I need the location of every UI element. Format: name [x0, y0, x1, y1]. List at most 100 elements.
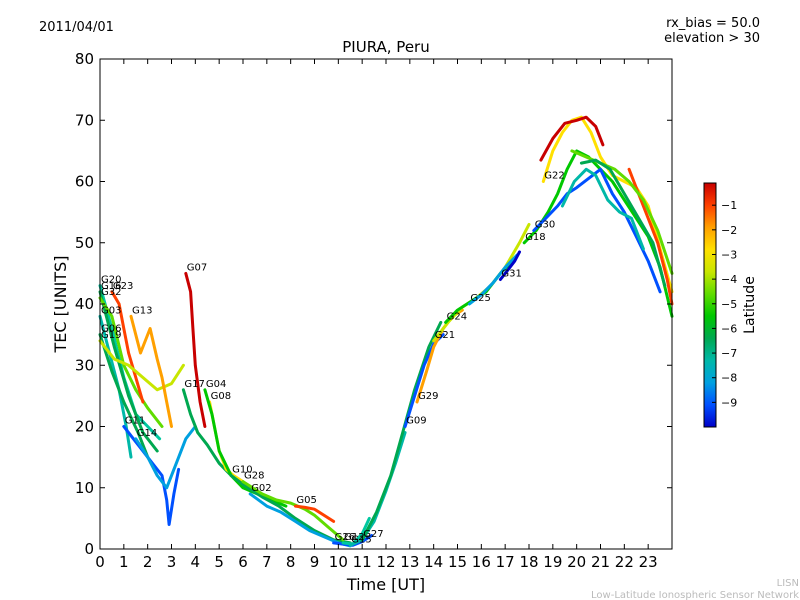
series-line	[184, 271, 207, 428]
series-label: G06	[101, 324, 121, 335]
series-label: G30	[535, 220, 555, 231]
date-label: 2011/04/01	[39, 20, 114, 35]
series-label: G32	[101, 287, 121, 298]
series-line	[98, 333, 150, 459]
colorbar-tick-label: −4	[721, 273, 737, 286]
series-line	[293, 504, 336, 523]
series-line	[432, 222, 531, 343]
colorbar-tick-label: −1	[721, 199, 737, 212]
x-tick-label: 6	[238, 553, 248, 571]
series-line	[498, 250, 521, 281]
x-axis: 0 1 2 3 4 5 6 7 8 9 10 11 12 13 14 15 16 17 18 19 20 21 22 23	[95, 59, 658, 571]
colorbar-label: Latitude	[742, 276, 758, 334]
x-tick-label: 21	[591, 553, 610, 571]
y-tick-label: 60	[75, 173, 94, 191]
series-line	[560, 167, 645, 251]
y-axis-label: TEC [UNITS]	[51, 256, 70, 354]
series-label: G27	[363, 529, 383, 540]
series-line	[541, 115, 674, 294]
colorbar: −1 −2 −3 −4 −5 −6 −7 −8 −9 Latitude	[703, 182, 758, 428]
series-label: G28	[244, 471, 264, 482]
series-line	[129, 314, 173, 428]
series-label: G25	[470, 293, 490, 304]
rx-bias-label: rx_bias = 50.0	[666, 16, 760, 31]
series-label: G09	[406, 416, 426, 427]
series-label: G17	[184, 379, 204, 390]
series-line	[122, 425, 181, 526]
series-label: G11	[125, 416, 145, 427]
y-tick-label: 50	[75, 234, 94, 252]
series-label: G04	[206, 379, 226, 390]
x-tick-label: 22	[615, 553, 634, 571]
y-tick-label: 70	[75, 111, 94, 129]
series-label: G31	[501, 269, 521, 280]
series-line	[579, 158, 667, 288]
x-axis-label: Time [UT]	[346, 575, 425, 594]
x-tick-label: 13	[400, 553, 419, 571]
series-line	[467, 253, 519, 306]
series-label: G19	[101, 330, 121, 341]
y-axis: 0 10 20 30 40 50 60 70 80	[75, 50, 672, 558]
series-label: G22	[544, 171, 564, 182]
x-tick-label: 2	[143, 553, 153, 571]
colorbar-ticks: −1 −2 −3 −4 −5 −6 −7 −8 −9	[712, 199, 737, 409]
colorbar-tick-label: −6	[721, 322, 737, 335]
series-label: G26	[335, 532, 355, 543]
series-label: G23	[113, 281, 133, 292]
series-label: G20	[101, 275, 121, 286]
x-tick-label: 9	[310, 553, 320, 571]
series-line	[98, 339, 185, 392]
series-line	[203, 388, 288, 508]
series-line	[532, 167, 662, 294]
x-tick-label: 5	[214, 553, 224, 571]
series-label: G29	[418, 391, 438, 402]
x-tick-label: 18	[519, 553, 538, 571]
series-label: G08	[211, 391, 231, 402]
colorbar-tick-label: −7	[721, 347, 737, 360]
series-label: G18	[525, 232, 545, 243]
elevation-label: elevation > 30	[664, 31, 760, 46]
colorbar-tick-label: −3	[721, 248, 737, 261]
series-line	[134, 425, 197, 490]
series-label-layer: G20G16G32G23G03G06G19G13G11G14G07G17G08G…	[101, 171, 565, 546]
series-label: G13	[132, 305, 152, 316]
x-tick-label: 20	[567, 553, 586, 571]
x-tick-label: 1	[119, 553, 129, 571]
y-tick-label: 80	[75, 50, 94, 68]
series-label: G05	[296, 495, 316, 506]
x-tick-label: 11	[353, 553, 372, 571]
series-line	[98, 290, 159, 453]
x-tick-label: 7	[262, 553, 272, 571]
footer-lisn: LISN	[777, 578, 799, 589]
series-line	[181, 388, 233, 477]
x-tick-label: 16	[472, 553, 491, 571]
series-label: G12	[344, 532, 364, 543]
colorbar-tick-label: −8	[721, 372, 737, 385]
y-tick-label: 40	[75, 295, 94, 313]
y-tick-label: 10	[75, 479, 94, 497]
series-line	[341, 516, 371, 546]
series-label: G03	[101, 305, 121, 316]
series-label: G02	[251, 483, 271, 494]
series-label: G15	[351, 534, 371, 545]
series-line	[570, 149, 674, 275]
x-tick-label: 15	[448, 553, 467, 571]
footer-network: Low-Latitude Ionospheric Sensor Network	[591, 590, 799, 600]
colorbar-tick-label: −5	[721, 298, 737, 311]
series-line	[360, 320, 443, 542]
y-tick-label: 30	[75, 356, 94, 374]
y-tick-label: 20	[75, 418, 94, 436]
colorbar-tick-label: −9	[721, 396, 737, 409]
series-label: G10	[232, 465, 252, 476]
x-tick-label: 23	[639, 553, 658, 571]
series-line	[539, 115, 605, 162]
x-tick-label: 10	[329, 553, 348, 571]
colorbar-tick-label: −2	[721, 224, 737, 237]
series-layer	[98, 115, 674, 548]
plot-frame	[99, 58, 673, 550]
series-label: G24	[447, 311, 467, 322]
x-tick-label: 3	[167, 553, 177, 571]
colorbar-gradient	[703, 182, 717, 428]
x-tick-label: 0	[95, 553, 105, 571]
